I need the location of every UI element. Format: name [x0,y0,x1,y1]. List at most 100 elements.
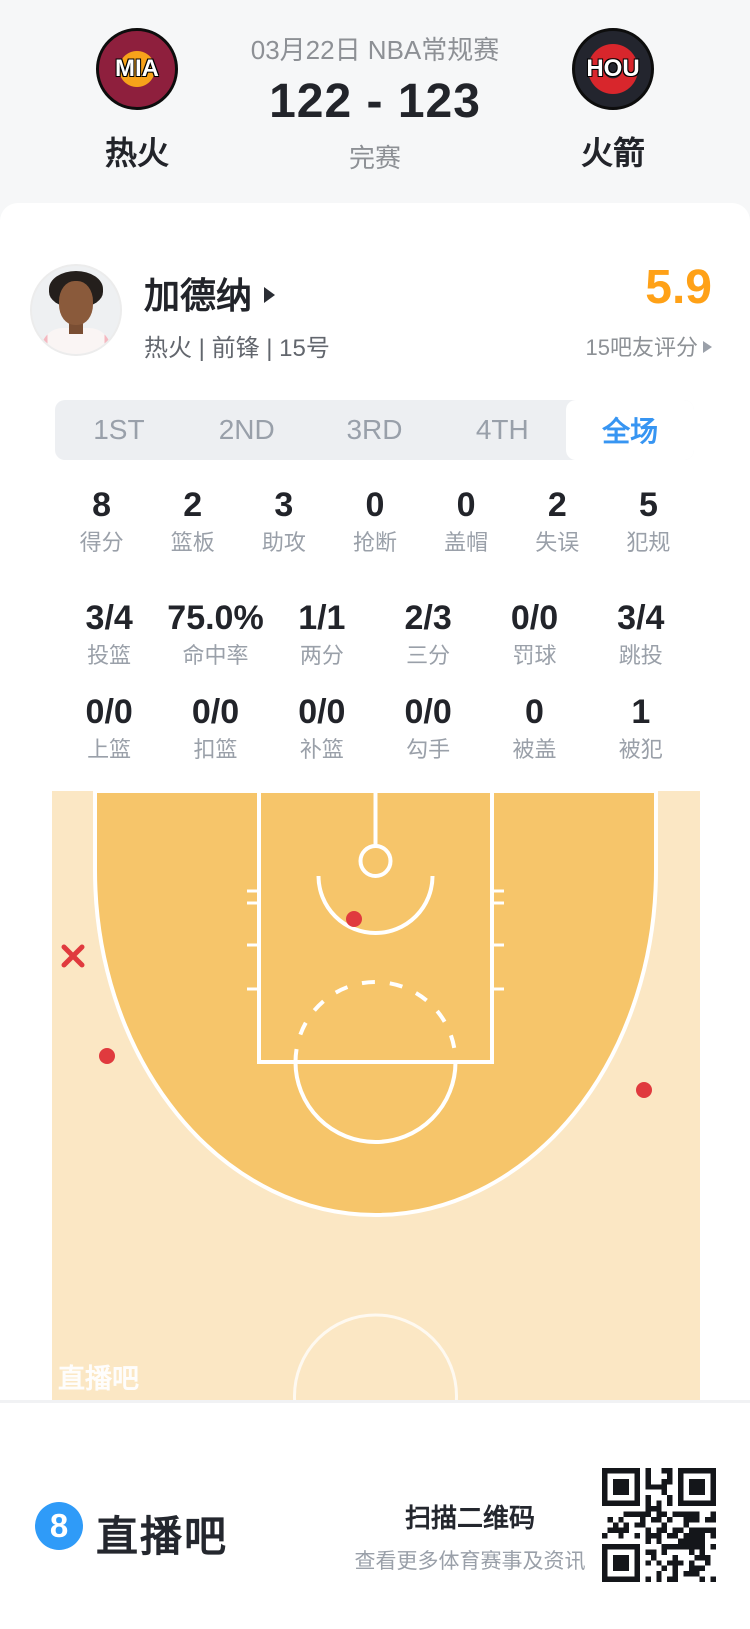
missed-shot-marker [61,944,85,968]
rating-value: 5.9 [645,261,712,314]
chevron-right-icon [703,341,712,353]
away-team-logo: HOU [572,28,654,110]
player-name: 加德纳 [144,275,253,316]
tab-2nd[interactable]: 2ND [218,414,275,445]
tab-full-game[interactable]: 全场 [566,400,694,460]
home-team-abbr: MIA [115,55,159,82]
stat-value: 2 [547,486,567,524]
stat-label: 三分 [406,643,451,668]
avatar-face [59,281,93,325]
stat-cell: 1/1 两分 [269,596,375,672]
stat-label: 扣篮 [193,737,238,762]
stat-cell: 0/0 罚球 [481,596,587,672]
stat-value: 5 [638,486,658,524]
paint-area [257,791,494,1064]
stat-cell: 3/4 投篮 [56,596,162,672]
court-watermark: 直播吧 [58,1364,139,1394]
stat-label: 命中率 [182,643,249,668]
qr-captions: 扫描二维码 查看更多体育赛事及资讯 [320,1498,620,1575]
player-name-link[interactable]: 加德纳 [144,270,276,316]
stat-label: 罚球 [512,643,557,668]
stat-cell: 0 盖帽 [421,483,512,559]
shot-chart: 直播吧 [52,791,700,1400]
brand-logo-icon: 8 [35,1502,83,1550]
made-shot-marker [346,911,362,927]
brand-logo-digit: 8 [49,1507,69,1544]
stat-value: 0/0 [510,599,559,637]
stat-label: 得分 [79,530,124,555]
stats-row-shot-types: 0/0 上篮 0/0 扣篮 0/0 补篮 0/0 勾手 0 被盖 1 被犯 [56,690,694,766]
tab-3rd[interactable]: 3RD [346,414,403,445]
made-shot-marker [636,1082,652,1098]
stat-value: 1/1 [298,599,346,637]
stat-cell: 0/0 补篮 [269,690,375,766]
match-date: 03月22日 NBA常规赛 [250,35,500,65]
stat-value: 3 [274,486,294,524]
stat-value: 0/0 [85,693,133,731]
stat-value: 0 [365,486,385,524]
tab-1st[interactable]: 1ST [93,414,145,445]
stat-cell: 0/0 勾手 [375,690,481,766]
section-divider [0,1400,750,1403]
player-meta: 热火 | 前锋 | 15号 [144,335,330,362]
rating-caption-link[interactable]: 15吧友评分 [586,330,712,362]
stat-value: 0/0 [191,693,240,731]
home-team-name: 热火 [104,135,169,171]
lane-hash-marks [247,889,504,991]
stat-label: 勾手 [406,737,451,762]
stat-value: 8 [92,486,112,524]
stat-value: 3/4 [617,599,665,637]
stat-value: 3/4 [85,599,133,637]
stat-label: 助攻 [261,530,306,555]
three-point-area [93,791,658,1217]
brand-name: 直播吧 [96,1513,229,1560]
stat-cell: 1 被犯 [588,690,694,766]
stat-label: 抢断 [352,530,397,555]
stats-row-shooting: 3/4 投篮 75.0% 命中率 1/1 两分 2/3 三分 0/0 罚球 3/… [56,596,694,672]
free-throw-circle-solid [293,1061,458,1144]
stat-label: 篮板 [170,530,215,555]
stat-cell: 3 助攻 [238,483,329,559]
stat-value: 1 [631,693,651,731]
stat-cell: 0/0 扣篮 [162,690,268,766]
away-team-abbr: HOU [586,55,640,82]
match-header: 03月22日 NBA常规赛 122 - 123 完赛 MIA HOU 热火 火箭 [0,0,750,225]
stat-label: 被犯 [618,737,663,762]
made-shot-marker [99,1048,115,1064]
qr-code [602,1468,716,1582]
stat-value: 2 [183,486,203,524]
stat-label: 投篮 [87,643,132,668]
match-score: 122 - 123 [269,75,481,128]
stat-label: 补篮 [299,737,344,762]
home-team-logo: MIA [96,28,178,110]
match-status: 完赛 [348,143,401,173]
stat-label: 失误 [535,530,580,555]
rating-caption: 15吧友评分 [585,335,698,360]
restricted-area-arc [316,875,435,935]
free-throw-circle-dashed [293,980,458,1063]
stat-label: 两分 [299,643,344,668]
qr-subtitle: 查看更多体育赛事及资讯 [354,1550,586,1573]
stat-label: 被盖 [512,737,557,762]
stat-label: 盖帽 [444,530,489,555]
stat-value: 0/0 [404,693,452,731]
tab-4th[interactable]: 4TH [475,414,529,445]
stat-value: 0 [456,486,476,524]
stat-cell: 8 得分 [56,483,147,559]
stat-cell: 75.0% 命中率 [162,596,268,672]
stat-cell: 0 被盖 [481,690,587,766]
stat-value: 0 [525,693,544,731]
center-circle [293,1313,458,1400]
quarter-tab-bar: 1ST 2ND 3RD 4TH 全场 [55,400,694,460]
stat-cell: 0 抢断 [329,483,420,559]
stat-cell: 0/0 上篮 [56,690,162,766]
chevron-right-icon [264,287,276,303]
stat-value: 2/3 [404,599,452,637]
stats-row-basic: 8 得分 2 篮板 3 助攻 0 抢断 0 盖帽 2 失误 5 犯规 [56,483,694,559]
stat-cell: 2/3 三分 [375,596,481,672]
away-team-name: 火箭 [580,135,645,171]
qr-title: 扫描二维码 [404,1503,535,1533]
rim [358,844,393,878]
stat-label: 上篮 [87,737,132,762]
